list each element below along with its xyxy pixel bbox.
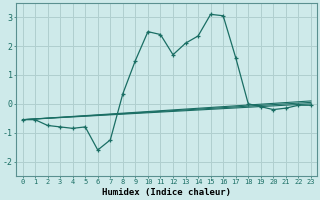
X-axis label: Humidex (Indice chaleur): Humidex (Indice chaleur) [102, 188, 231, 197]
